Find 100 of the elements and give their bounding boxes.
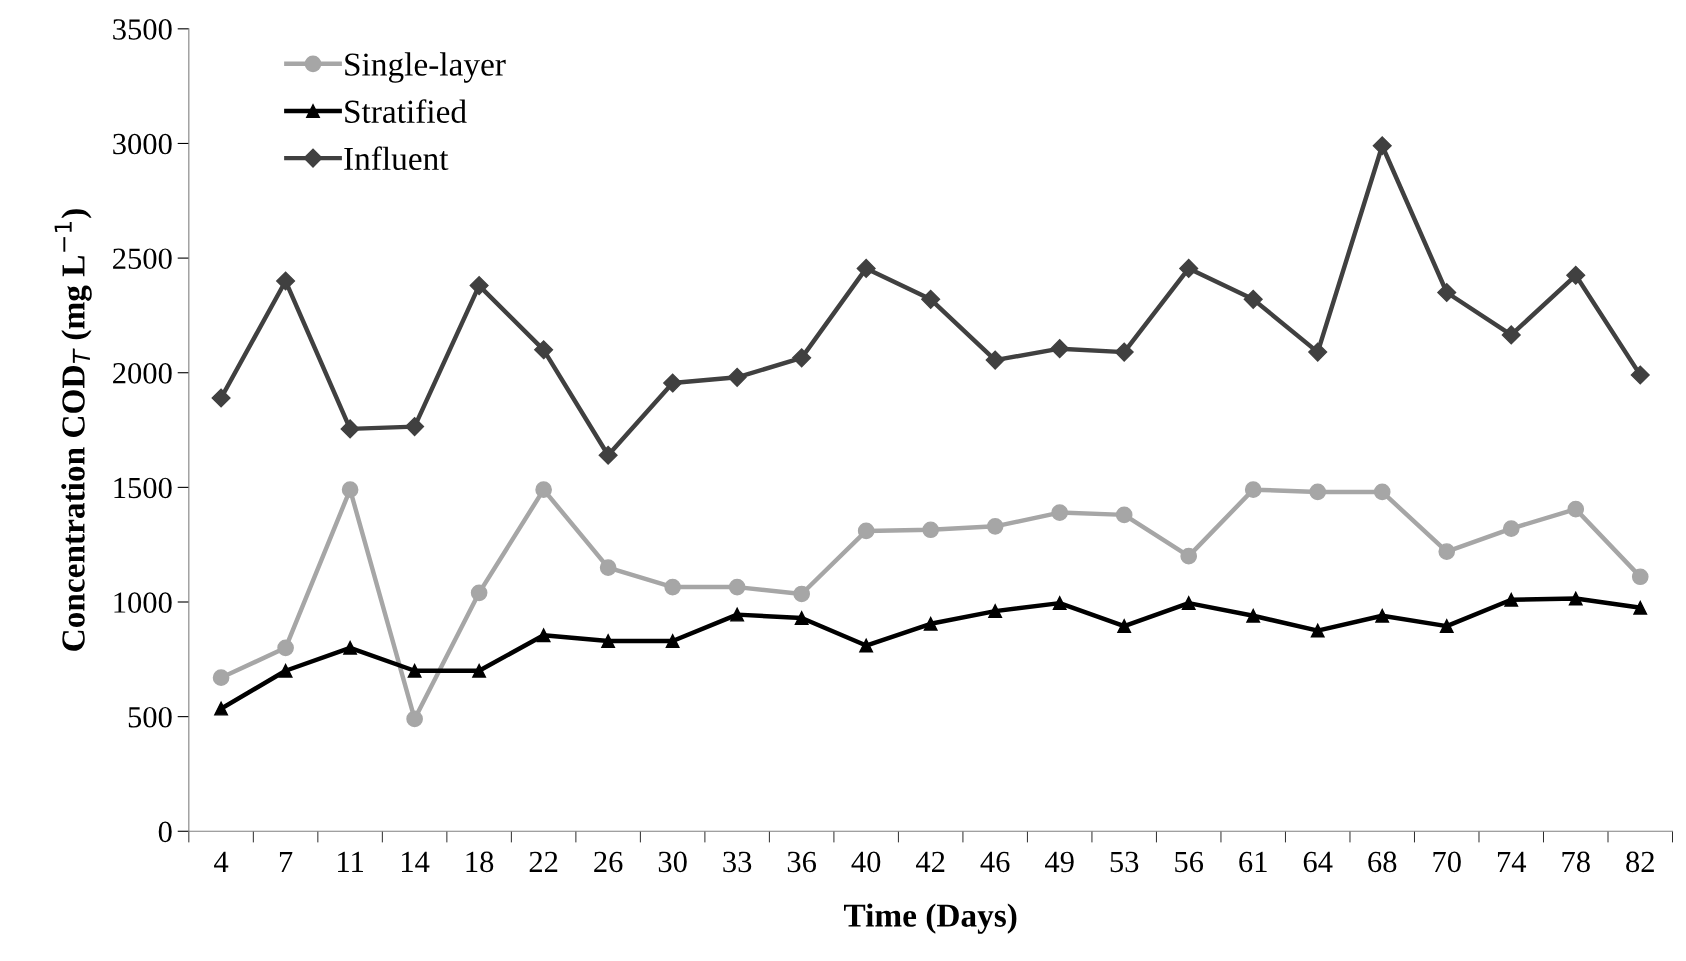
point bbox=[1372, 136, 1392, 156]
x-tick-label: 49 bbox=[1045, 851, 1074, 873]
x-tick-label: 78 bbox=[1562, 851, 1590, 873]
point bbox=[535, 481, 552, 498]
point bbox=[730, 607, 745, 622]
point bbox=[406, 710, 423, 728]
point bbox=[921, 289, 941, 309]
y-tick-label: 2000 bbox=[113, 363, 172, 384]
point bbox=[1179, 258, 1199, 278]
point bbox=[1050, 339, 1070, 359]
x-tick-label: 53 bbox=[1110, 851, 1139, 873]
x-tick-label: 30 bbox=[658, 851, 687, 873]
y-tick-label: 0 bbox=[158, 821, 172, 843]
point bbox=[728, 578, 746, 596]
point bbox=[470, 584, 488, 602]
point bbox=[985, 350, 1005, 370]
point bbox=[1566, 265, 1586, 285]
point bbox=[1310, 623, 1325, 638]
point bbox=[859, 638, 874, 653]
point bbox=[1633, 600, 1648, 615]
x-tick-label: 74 bbox=[1497, 851, 1527, 872]
x-tick-label: 11 bbox=[338, 851, 363, 872]
point bbox=[1502, 520, 1520, 537]
point bbox=[856, 258, 876, 278]
point bbox=[340, 419, 360, 439]
point bbox=[1117, 619, 1132, 634]
point bbox=[1115, 506, 1133, 524]
point bbox=[1631, 568, 1649, 586]
point bbox=[1630, 365, 1650, 385]
point bbox=[1243, 289, 1263, 309]
x-tick-label: 82 bbox=[1626, 851, 1654, 873]
point bbox=[1052, 596, 1067, 611]
y-tick-label: 500 bbox=[128, 706, 172, 728]
point bbox=[793, 585, 810, 603]
point bbox=[211, 388, 231, 408]
y-tick-label: 3500 bbox=[113, 19, 172, 40]
x-tick-label: 46 bbox=[980, 851, 1010, 873]
y-axis-title: Concentration COD$_{T}$ (mg L$^{−1}$) bbox=[54, 209, 92, 651]
x-tick-label: 61 bbox=[1239, 851, 1267, 873]
point bbox=[1501, 325, 1521, 345]
point bbox=[276, 271, 296, 291]
point bbox=[1439, 619, 1454, 634]
point bbox=[1373, 483, 1391, 501]
x-tick-label: 4 bbox=[214, 851, 229, 872]
point bbox=[536, 628, 551, 643]
point bbox=[1181, 596, 1196, 611]
x-tick-label: 7 bbox=[279, 851, 293, 872]
point bbox=[405, 417, 425, 437]
x-tick-label: 56 bbox=[1175, 851, 1204, 873]
x-tick-label: 68 bbox=[1368, 851, 1397, 873]
point bbox=[1246, 608, 1261, 623]
point bbox=[1438, 543, 1456, 560]
point bbox=[278, 663, 293, 678]
x-tick-label: 36 bbox=[787, 851, 817, 873]
point bbox=[472, 663, 487, 678]
x-tick-label: 40 bbox=[851, 851, 881, 873]
y-tick-label: 2500 bbox=[113, 248, 172, 269]
point bbox=[1309, 483, 1327, 501]
point bbox=[986, 518, 1004, 535]
point bbox=[664, 578, 681, 596]
x-tick-label: 64 bbox=[1303, 851, 1333, 873]
legend-label: Stratified bbox=[345, 99, 467, 124]
point bbox=[1180, 547, 1198, 565]
point bbox=[599, 559, 617, 576]
point bbox=[1114, 342, 1134, 362]
x-axis-title: Time (Days) bbox=[844, 903, 1017, 934]
point bbox=[792, 348, 812, 368]
point bbox=[469, 276, 489, 296]
y-tick-label: 3000 bbox=[113, 133, 172, 155]
point bbox=[1437, 282, 1457, 303]
point bbox=[341, 481, 359, 498]
y-tick-label: 1500 bbox=[114, 477, 172, 499]
point bbox=[343, 640, 358, 655]
point bbox=[214, 701, 229, 716]
x-tick-label: 14 bbox=[402, 851, 430, 872]
point bbox=[277, 639, 294, 657]
point bbox=[1051, 504, 1069, 521]
point bbox=[1568, 591, 1583, 606]
legend-label: Influent bbox=[344, 146, 449, 171]
point bbox=[598, 445, 618, 465]
x-tick-label: 26 bbox=[594, 851, 623, 873]
point bbox=[727, 367, 747, 387]
point bbox=[1244, 481, 1262, 498]
point bbox=[922, 521, 940, 539]
point bbox=[923, 616, 938, 631]
legend-label: Single-layer bbox=[345, 52, 506, 83]
point bbox=[212, 669, 230, 686]
point bbox=[988, 604, 1003, 619]
x-tick-label: 22 bbox=[529, 851, 558, 872]
point bbox=[1567, 500, 1585, 518]
point bbox=[794, 611, 809, 625]
point bbox=[1504, 592, 1519, 607]
y-tick-label: 1000 bbox=[114, 592, 172, 613]
point bbox=[1308, 342, 1328, 362]
x-tick-label: 70 bbox=[1433, 851, 1461, 873]
x-tick-label: 33 bbox=[723, 851, 752, 873]
point bbox=[601, 634, 616, 648]
point bbox=[534, 340, 554, 360]
point bbox=[665, 634, 680, 648]
point bbox=[407, 663, 422, 678]
